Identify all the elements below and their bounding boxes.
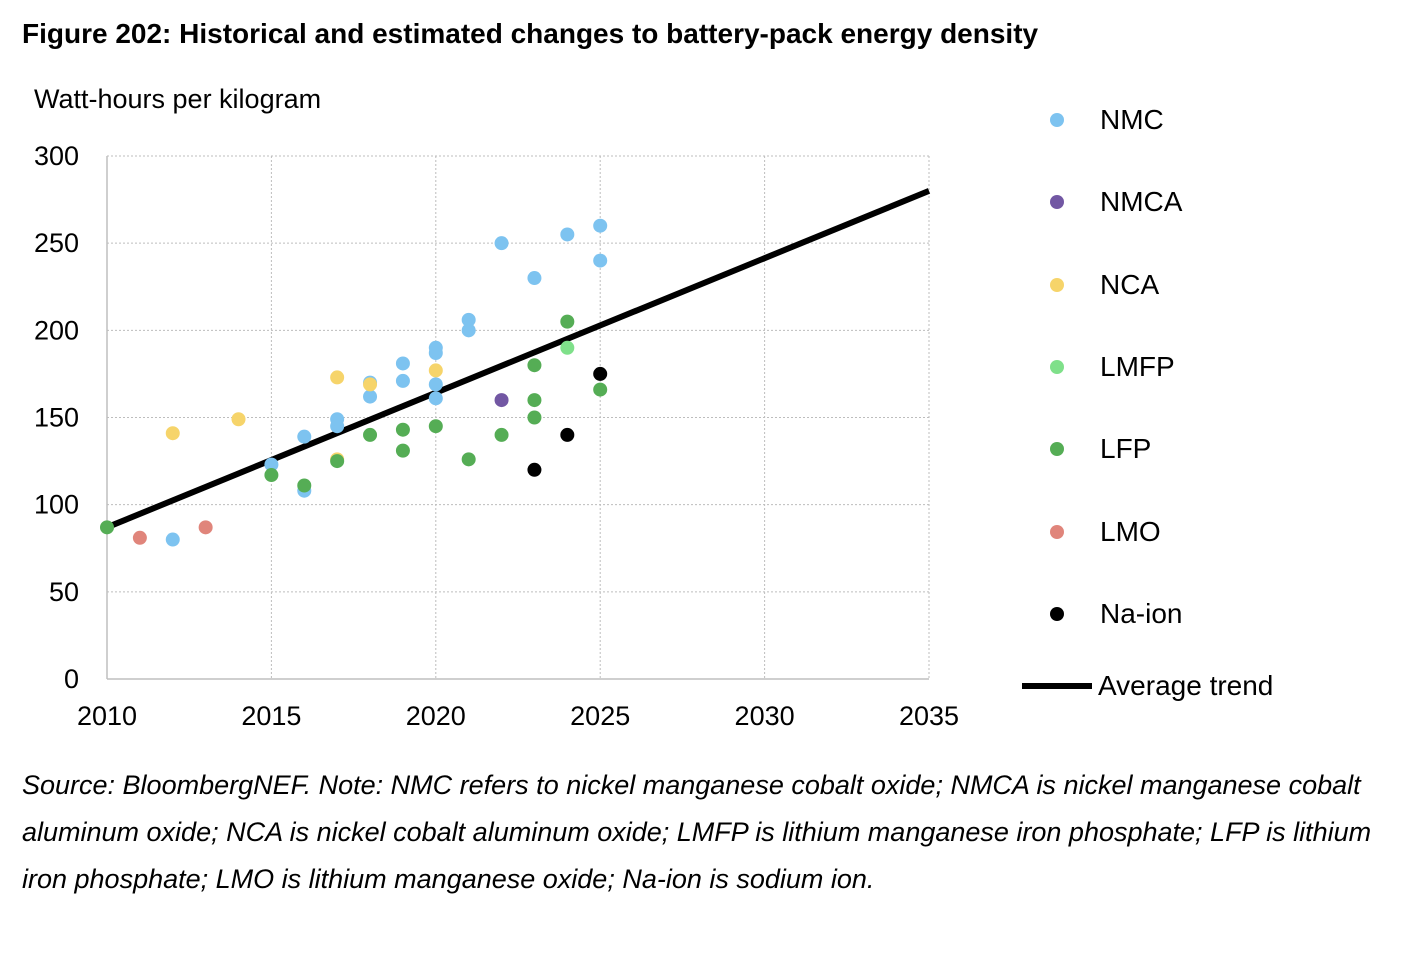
point-lfp (100, 520, 114, 535)
point-na-ion (560, 427, 575, 442)
point-nmc (363, 389, 378, 404)
legend-item-nca: NCA (1018, 265, 1159, 305)
point-nmc (461, 323, 476, 338)
point-nmc (165, 532, 180, 547)
legend-marker-lfp (1050, 442, 1064, 457)
y-axis-label: Watt-hours per kilogram (34, 84, 322, 114)
legend-marker-nmc (1050, 113, 1064, 127)
legend-item-nmc: NMC (1018, 100, 1164, 140)
y-tick-label: 200 (34, 315, 79, 345)
legend-item-lfp: LFP (1018, 429, 1151, 469)
legend-label: LMO (1100, 515, 1161, 547)
point-nca (363, 377, 378, 392)
legend-label: LFP (1100, 433, 1152, 465)
point-lfp (297, 478, 312, 493)
point-lfp (527, 358, 542, 373)
legend-line-average-trend (1022, 683, 1092, 690)
point-nmc (428, 377, 443, 392)
y-tick-label: 250 (34, 228, 79, 258)
point-nmc (297, 429, 312, 444)
trend-line-group (105, 188, 931, 531)
x-tick-label: 2010 (77, 701, 137, 731)
data-points (100, 218, 608, 547)
point-lfp (395, 422, 410, 437)
point-nca (330, 370, 345, 385)
legend-item-na-ion: Na-ion (1018, 594, 1182, 634)
point-lfp (593, 382, 608, 397)
source-note: Source: BloombergNEF. Note: NMC refers t… (22, 770, 1372, 894)
point-nmc (428, 340, 443, 355)
point-nmc (593, 218, 608, 233)
point-nmc (461, 312, 476, 327)
point-nmca (494, 393, 509, 408)
legend-label: Average trend (1098, 670, 1274, 702)
point-nmc (527, 271, 542, 286)
chart-title: Figure 202: Historical and estimated cha… (22, 18, 1039, 49)
y-tick-labels: 0 50 100 150 200 250 300 (34, 141, 79, 694)
point-nca (165, 426, 180, 441)
legend-label: NMC (1100, 104, 1164, 135)
legend-marker-nca (1050, 277, 1064, 292)
point-lfp (494, 427, 509, 442)
y-tick-label: 150 (34, 403, 79, 433)
x-tick-labels: 2010 2015 2020 2025 2030 2035 (77, 701, 959, 731)
point-lfp (527, 393, 542, 408)
legend-item-average-trend: Average trend (1018, 666, 1273, 706)
point-nmc (494, 236, 509, 251)
scatter-chart: 2010 2015 2020 2025 2030 2035 0 50 100 150 200 250… (34, 141, 959, 731)
legend-item-nmca: NMCA (1018, 182, 1182, 222)
point-lfp (461, 452, 476, 467)
axes (106, 156, 929, 680)
x-tick-label: 2020 (406, 701, 466, 731)
point-na-ion (593, 366, 608, 381)
point-lfp (527, 410, 542, 425)
point-nmc (264, 457, 279, 472)
x-tick-label: 2015 (241, 701, 301, 731)
trend-line (105, 188, 931, 531)
point-lmo (132, 530, 147, 545)
y-tick-label: 0 (64, 664, 79, 694)
point-lfp (363, 427, 378, 442)
y-tick-label: 300 (34, 141, 79, 171)
point-nmc (428, 391, 443, 406)
legend-label: NMCA (1100, 186, 1183, 218)
point-lfp (395, 443, 410, 458)
legend-marker-lmfp (1050, 359, 1064, 374)
legend-marker-na-ion (1050, 606, 1064, 621)
point-nmc (395, 373, 410, 388)
gridlines (107, 155, 930, 679)
point-lfp (428, 419, 443, 434)
point-lfp (264, 468, 279, 483)
x-tick-label: 2025 (570, 701, 630, 731)
point-nmc (593, 253, 608, 268)
point-lfp (330, 454, 345, 469)
point-nca (231, 412, 246, 427)
legend-label: NCA (1100, 268, 1160, 300)
y-tick-label: 100 (34, 490, 79, 520)
point-lmo (198, 520, 213, 535)
legend-label: Na-ion (1100, 597, 1183, 629)
legend-label: LMFP (1100, 350, 1175, 382)
legend-marker-nmca (1050, 195, 1064, 210)
x-tick-label: 2035 (899, 701, 959, 731)
legend-marker-lmo (1050, 524, 1064, 539)
point-na-ion (527, 462, 542, 477)
point-lfp (560, 314, 575, 329)
y-tick-label: 50 (49, 577, 79, 607)
point-nmc (395, 356, 410, 371)
point-nmc (330, 412, 345, 427)
x-tick-label: 2030 (735, 701, 795, 731)
point-nca (428, 363, 443, 378)
legend-item-lmo: LMO (1018, 512, 1161, 552)
point-lmfp (560, 340, 575, 355)
point-nmc (560, 227, 575, 242)
legend-item-lmfp: LMFP (1018, 347, 1175, 387)
